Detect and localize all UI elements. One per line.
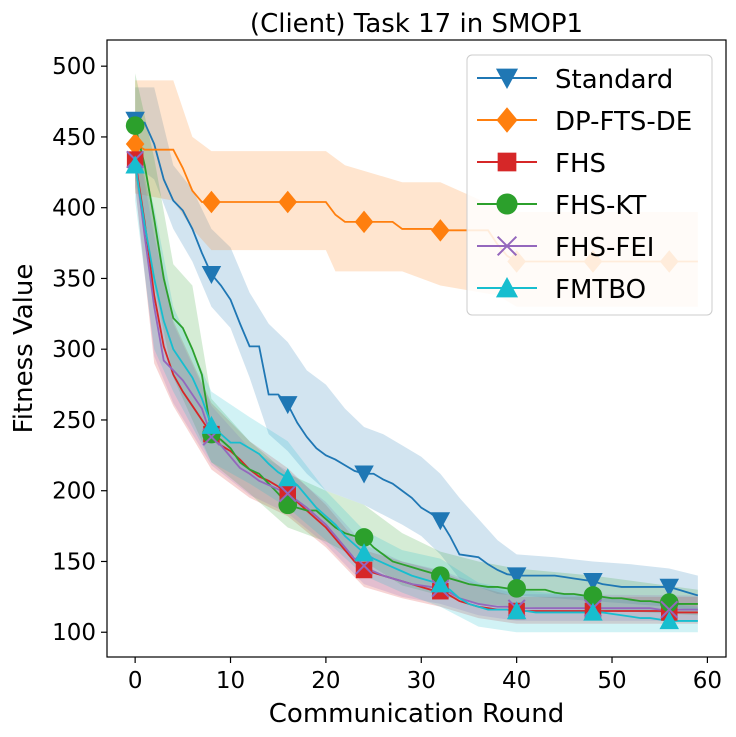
x-tick-label: 30 bbox=[407, 668, 436, 694]
legend-label-fhs-kt: FHS-KT bbox=[555, 191, 646, 221]
legend-label-fhs: FHS bbox=[555, 149, 606, 179]
legend-label-dp-fts-de: DP-FTS-DE bbox=[555, 107, 692, 137]
standard-line bbox=[134, 119, 699, 597]
legend-marker-fmtbo bbox=[495, 276, 519, 298]
fhs-kt-marker bbox=[125, 116, 145, 135]
x-tick-label: 20 bbox=[311, 668, 340, 694]
standard-band bbox=[135, 87, 698, 612]
y-tick-label: 400 bbox=[52, 196, 96, 222]
legend-marker-fhs-kt bbox=[496, 193, 518, 215]
standard-marker bbox=[277, 396, 298, 415]
fhs-fei-line bbox=[134, 159, 698, 611]
dp-fts-de-marker bbox=[354, 210, 374, 234]
y-axis-label: Fitness Value bbox=[9, 264, 39, 434]
legend-label-fmtbo: FMTBO bbox=[555, 275, 646, 305]
x-axis: 0 10 20 30 40 50 60 bbox=[128, 657, 722, 694]
dp-fts-de-marker bbox=[125, 132, 145, 156]
y-tick-label: 150 bbox=[52, 549, 96, 575]
x-tick-label: 60 bbox=[693, 668, 722, 694]
fhs-fei-marker bbox=[660, 600, 679, 619]
y-axis: 100 150 200 250 300 350 400 450 500 bbox=[52, 54, 107, 646]
dp-fts-de-marker bbox=[278, 190, 298, 214]
legend-label-standard: Standard bbox=[555, 65, 673, 95]
standard-marker bbox=[506, 567, 527, 586]
legend-label-fhs-fei: FHS-FEI bbox=[555, 233, 654, 263]
x-tick-label: 0 bbox=[128, 668, 143, 694]
fhs-fei-marker bbox=[278, 484, 297, 503]
fhs-kt-marker bbox=[507, 579, 526, 598]
y-tick-label: 350 bbox=[52, 266, 96, 292]
y-tick-label: 200 bbox=[52, 479, 96, 505]
fmtbo-line bbox=[134, 165, 698, 622]
standard-marker bbox=[583, 573, 603, 592]
y-tick-label: 500 bbox=[52, 54, 96, 80]
fhs-band bbox=[135, 129, 698, 624]
fmtbo-marker bbox=[430, 574, 451, 593]
fhs-kt-marker bbox=[659, 593, 679, 612]
fhs-kt-band bbox=[135, 73, 698, 616]
x-tick-label: 50 bbox=[597, 668, 626, 694]
x-tick-label: 40 bbox=[502, 668, 531, 694]
fmtbo-marker bbox=[583, 602, 603, 621]
fmtbo-marker bbox=[277, 468, 298, 487]
dp-fts-de-marker bbox=[431, 219, 450, 242]
fhs-fei-band bbox=[135, 129, 698, 621]
y-tick-label: 100 bbox=[52, 620, 96, 646]
y-tick-label: 450 bbox=[52, 125, 96, 151]
fmtbo-marker bbox=[201, 415, 222, 434]
legend-marker-dp-fts-de bbox=[496, 107, 518, 133]
fhs-kt-marker bbox=[583, 586, 603, 605]
legend-marker-fhs bbox=[497, 152, 517, 172]
chart-title: (Client) Task 17 in SMOP1 bbox=[250, 9, 583, 39]
fmtbo-marker bbox=[659, 611, 680, 630]
standard-marker bbox=[354, 465, 374, 484]
y-tick-label: 250 bbox=[52, 408, 96, 434]
standard-marker bbox=[201, 265, 222, 284]
fhs-kt-marker bbox=[278, 495, 298, 515]
dp-fts-de-marker bbox=[202, 190, 221, 214]
series-lines bbox=[134, 119, 699, 622]
legend-marker-standard bbox=[495, 68, 519, 90]
standard-marker bbox=[430, 512, 451, 531]
fhs-kt-line bbox=[134, 125, 698, 605]
plot-frame bbox=[106, 39, 727, 658]
fmtbo-marker bbox=[125, 155, 145, 174]
x-tick-label: 10 bbox=[216, 668, 245, 694]
standard-marker bbox=[659, 578, 680, 597]
legend-marker-fhs-fei bbox=[496, 235, 518, 257]
fmtbo-marker bbox=[506, 601, 527, 620]
y-tick-label: 300 bbox=[52, 337, 96, 363]
fhs-marker bbox=[355, 561, 373, 579]
fmtbo-marker bbox=[354, 543, 374, 562]
fhs-kt-marker bbox=[354, 528, 374, 547]
x-axis-label: Communication Round bbox=[269, 699, 564, 729]
legend: Standard DP-FTS-DE FHS FHS-KT FHS-FEI FMTBO bbox=[466, 54, 713, 316]
